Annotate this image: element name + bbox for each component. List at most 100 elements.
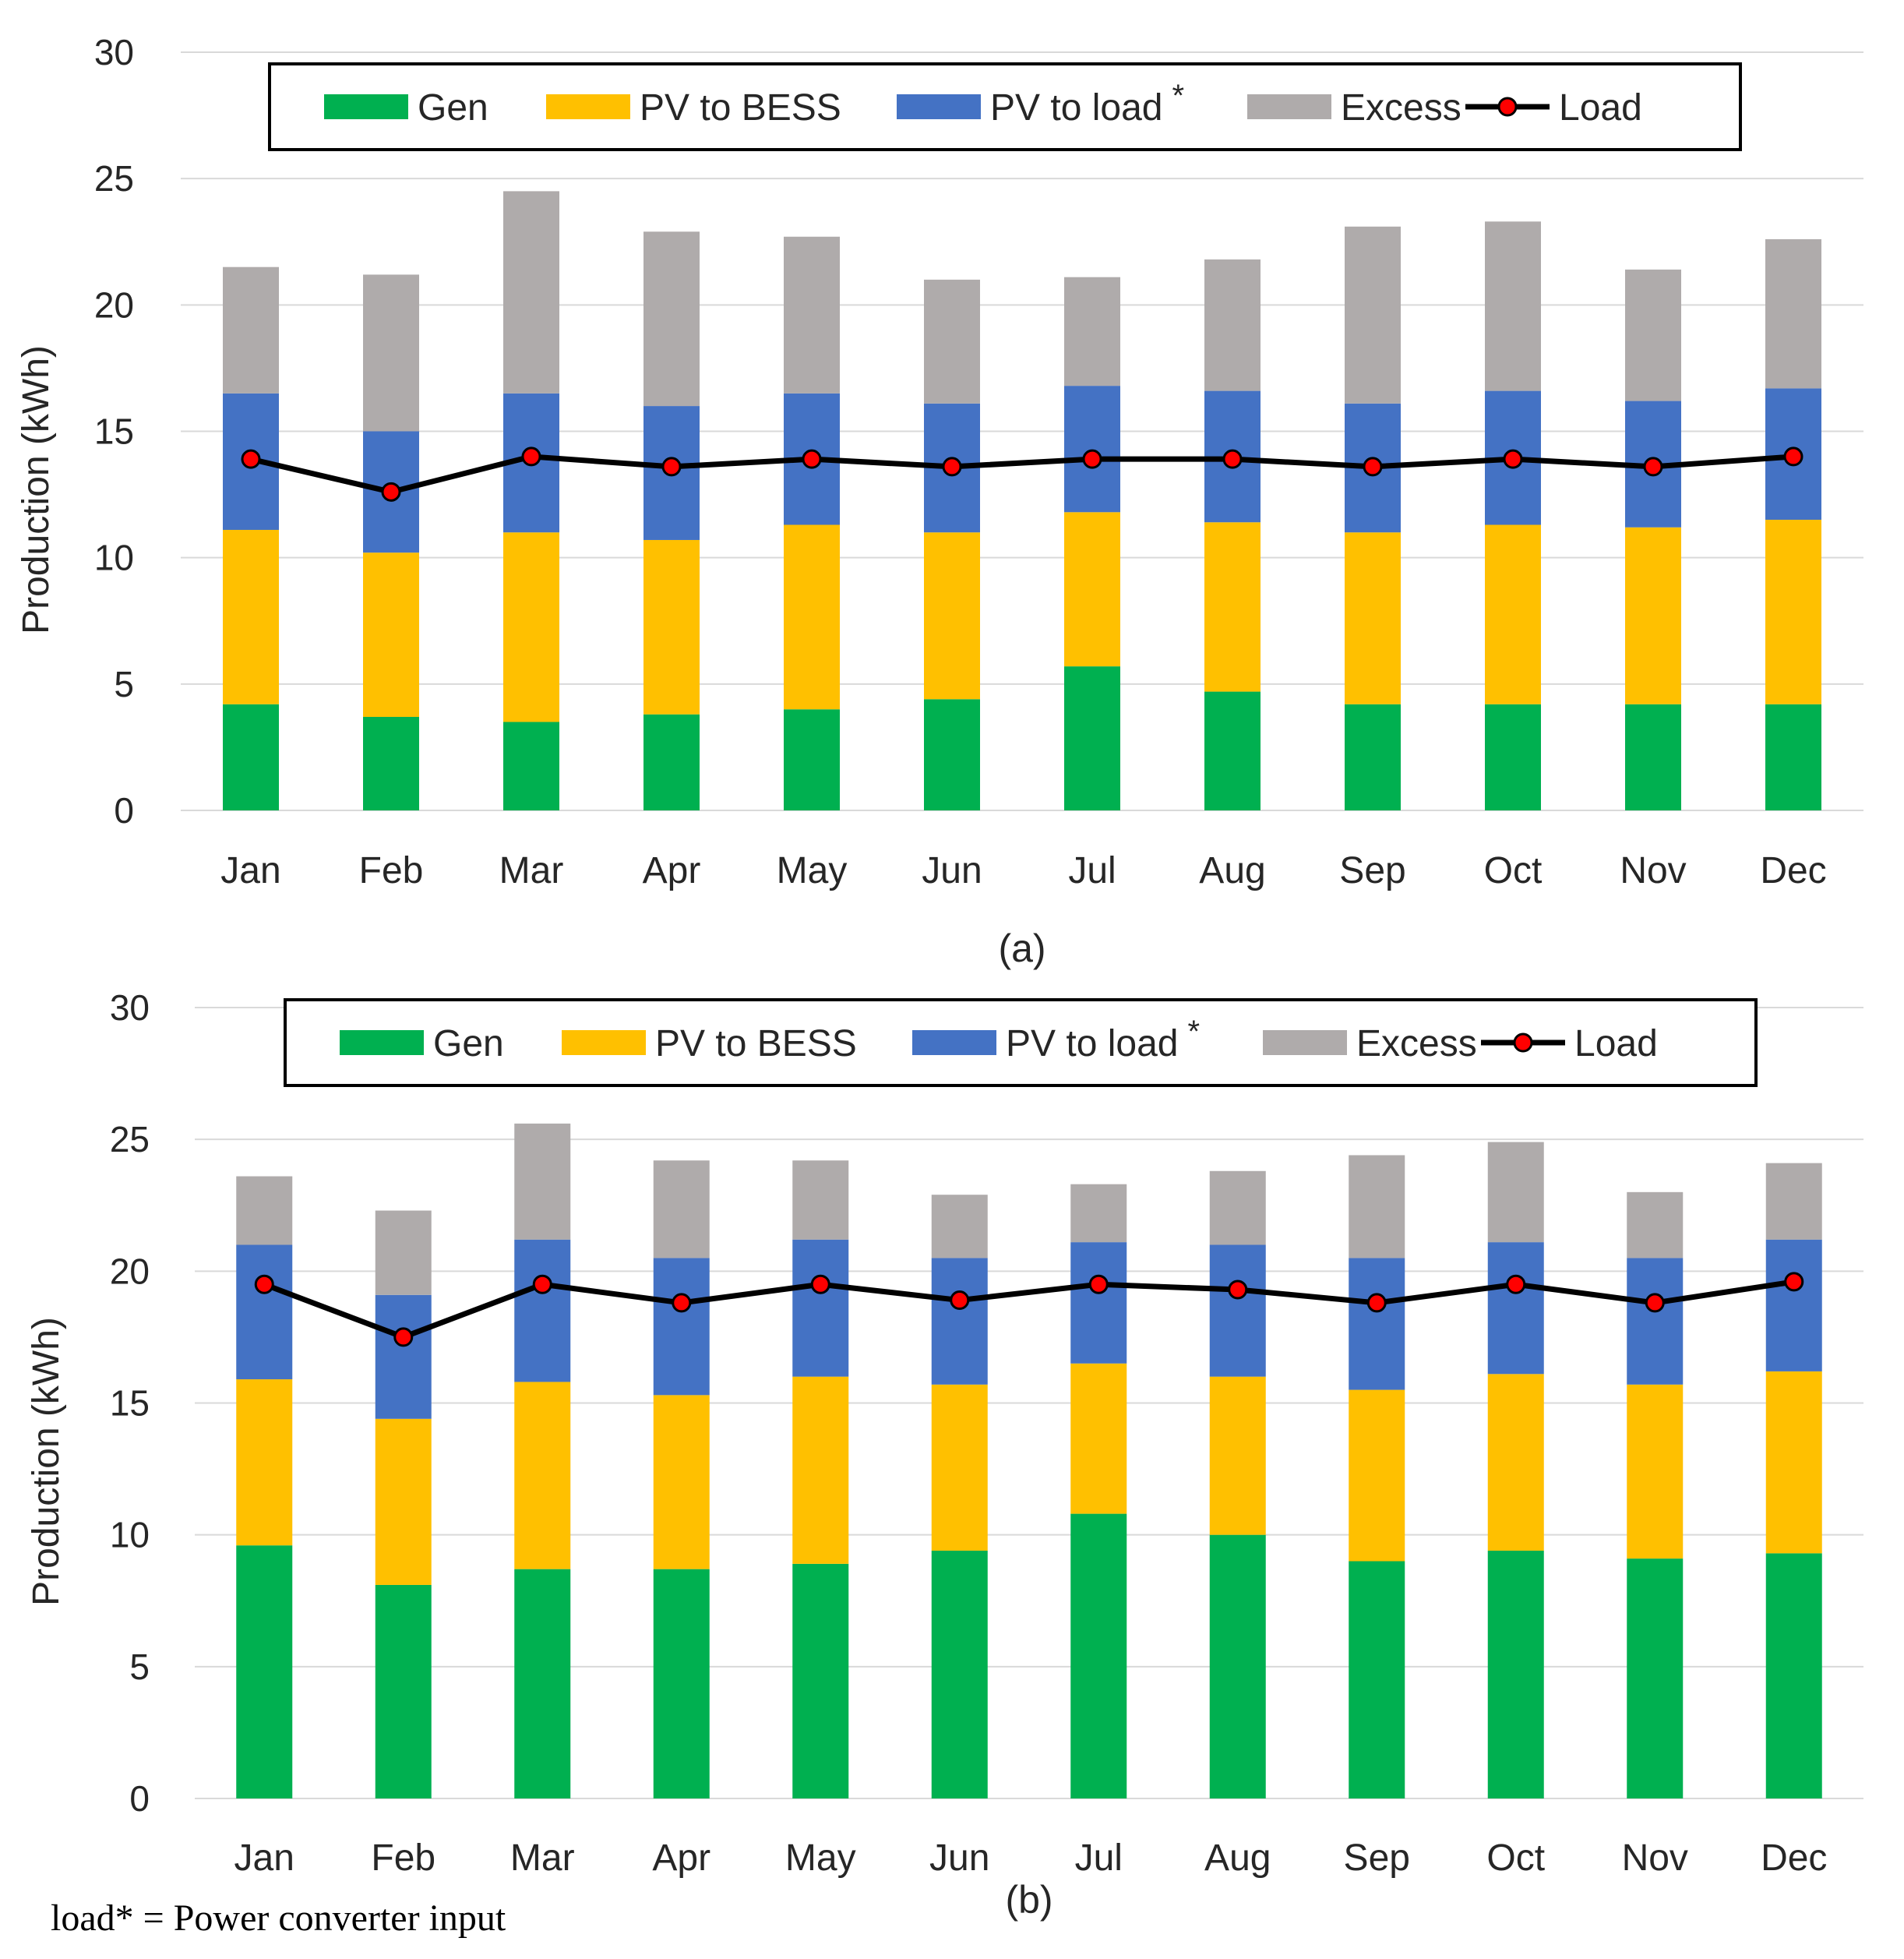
- bar-gen-mar: [503, 722, 559, 810]
- y-tick-label: 0: [129, 1778, 150, 1819]
- bar-excess-sep: [1345, 226, 1401, 404]
- x-tick-label: Aug: [1204, 1837, 1271, 1879]
- x-tick-label: Apr: [643, 850, 701, 891]
- bar-gen-sep: [1345, 704, 1401, 810]
- bar-pv_to_bess-nov: [1627, 1384, 1684, 1559]
- load-marker-feb: [381, 482, 401, 502]
- bar-gen-feb: [363, 716, 419, 810]
- legend-label: PV to load *: [990, 79, 1184, 129]
- load-marker-jan: [254, 1274, 274, 1294]
- legend-swatch-load-marker: [1513, 1032, 1533, 1053]
- x-tick-label: Jul: [1068, 850, 1116, 891]
- bar-gen-dec: [1765, 704, 1821, 810]
- y-axis-label: Production (kWh): [26, 1317, 67, 1606]
- bar-gen-aug: [1209, 1534, 1266, 1798]
- legend-swatch-pv_to_load: [897, 94, 981, 119]
- bar-excess-nov: [1625, 269, 1681, 401]
- legend-label: Excess: [1341, 87, 1461, 129]
- bar-pv_to_bess-mar: [514, 1382, 571, 1569]
- bar-excess-dec: [1765, 1163, 1822, 1240]
- bar-pv_to_load-jul: [1064, 386, 1120, 513]
- chart-caption: (b): [1005, 1878, 1052, 1922]
- bar-pv_to_load-dec: [1765, 1239, 1822, 1371]
- bar-excess-may: [784, 236, 840, 394]
- bar-pv_to_bess-oct: [1485, 524, 1541, 704]
- y-tick-label: 10: [110, 1515, 150, 1555]
- x-tick-label: Mar: [499, 850, 564, 891]
- y-tick-label: 10: [94, 538, 134, 578]
- x-tick-label: Feb: [371, 1837, 435, 1879]
- bar-excess-jan: [223, 266, 279, 394]
- load-marker-jun: [942, 457, 962, 477]
- bar-pv_to_load-may: [792, 1239, 849, 1377]
- bar-pv_to_bess-aug: [1209, 1376, 1266, 1535]
- x-tick-label: Feb: [359, 850, 424, 891]
- load-marker-nov: [1645, 1293, 1665, 1313]
- x-tick-label: Sep: [1339, 850, 1405, 891]
- legend-swatch-load-marker: [1497, 97, 1518, 117]
- bar-pv_to_bess-jan: [236, 1379, 293, 1546]
- chart-caption: (a): [998, 927, 1045, 970]
- y-tick-label: 5: [129, 1647, 150, 1687]
- bar-pv_to_load-feb: [375, 1294, 432, 1419]
- bar-excess-mar: [503, 191, 559, 394]
- bar-excess-dec: [1765, 239, 1821, 389]
- load-marker-jul: [1082, 449, 1102, 469]
- legend-label: Load: [1574, 1023, 1658, 1064]
- legend-swatch-gen: [340, 1030, 424, 1055]
- bar-excess-feb: [363, 274, 419, 432]
- bar-pv_to_bess-may: [784, 524, 840, 710]
- x-tick-label: Oct: [1486, 1837, 1545, 1879]
- load-marker-apr: [661, 457, 682, 477]
- bar-pv_to_load-aug: [1209, 1244, 1266, 1377]
- bar-pv_to_load-sep: [1349, 1258, 1405, 1390]
- legend-label: Excess: [1356, 1023, 1477, 1064]
- legend-swatch-pv_to_bess: [546, 94, 630, 119]
- bar-gen-sep: [1349, 1561, 1405, 1798]
- bar-excess-jan: [236, 1176, 293, 1245]
- y-tick-label: 25: [94, 158, 134, 199]
- legend: Gen PV to BESS PV to load * Excess Load: [284, 998, 1758, 1087]
- load-marker-nov: [1643, 457, 1663, 477]
- y-tick-label: 15: [94, 411, 134, 452]
- bar-gen-nov: [1625, 704, 1681, 810]
- x-tick-label: Jun: [929, 1837, 989, 1879]
- bar-gen-jun: [931, 1550, 988, 1798]
- legend-label: PV to BESS: [655, 1023, 857, 1064]
- bar-excess-mar: [514, 1123, 571, 1240]
- bar-pv_to_bess-jul: [1064, 512, 1120, 667]
- bar-pv_to_bess-sep: [1345, 532, 1401, 704]
- bar-pv_to_load-mar: [514, 1239, 571, 1382]
- legend-label: PV to BESS: [640, 87, 841, 129]
- y-axis-label: Production (kWh): [16, 345, 57, 634]
- x-tick-label: Sep: [1344, 1837, 1410, 1879]
- bar-gen-mar: [514, 1569, 571, 1798]
- bar-excess-apr: [643, 231, 700, 407]
- y-tick-label: 25: [110, 1119, 150, 1160]
- load-marker-jul: [1088, 1274, 1109, 1294]
- legend-swatch-gen: [324, 94, 408, 119]
- load-marker-mar: [521, 447, 541, 467]
- bar-gen-jul: [1070, 1513, 1127, 1798]
- bar-gen-jul: [1064, 666, 1120, 810]
- load-marker-apr: [672, 1293, 692, 1313]
- y-tick-label: 15: [110, 1383, 150, 1424]
- bar-pv_to_bess-jun: [931, 1384, 988, 1551]
- load-marker-sep: [1366, 1293, 1387, 1313]
- load-marker-jun: [950, 1290, 970, 1311]
- y-tick-label: 30: [110, 987, 150, 1028]
- x-tick-label: May: [777, 850, 848, 891]
- bar-gen-jun: [924, 699, 980, 810]
- load-marker-may: [810, 1274, 830, 1294]
- bar-pv_to_bess-may: [792, 1376, 849, 1564]
- bar-gen-may: [784, 709, 840, 810]
- load-line: [250, 454, 1794, 495]
- x-tick-label: Jul: [1075, 1837, 1123, 1879]
- chart-b: 0 5 10 15 20 25 30 Production (kWh) Jan Feb Mar Apr…: [26, 987, 1863, 1922]
- load-marker-dec: [1784, 1272, 1804, 1292]
- bar-pv_to_bess-apr: [653, 1395, 710, 1569]
- y-tick-label: 0: [114, 790, 134, 831]
- y-tick-label: 5: [114, 664, 134, 704]
- bar-pv_to_bess-jul: [1070, 1363, 1127, 1514]
- x-tick-label: Dec: [1760, 850, 1826, 891]
